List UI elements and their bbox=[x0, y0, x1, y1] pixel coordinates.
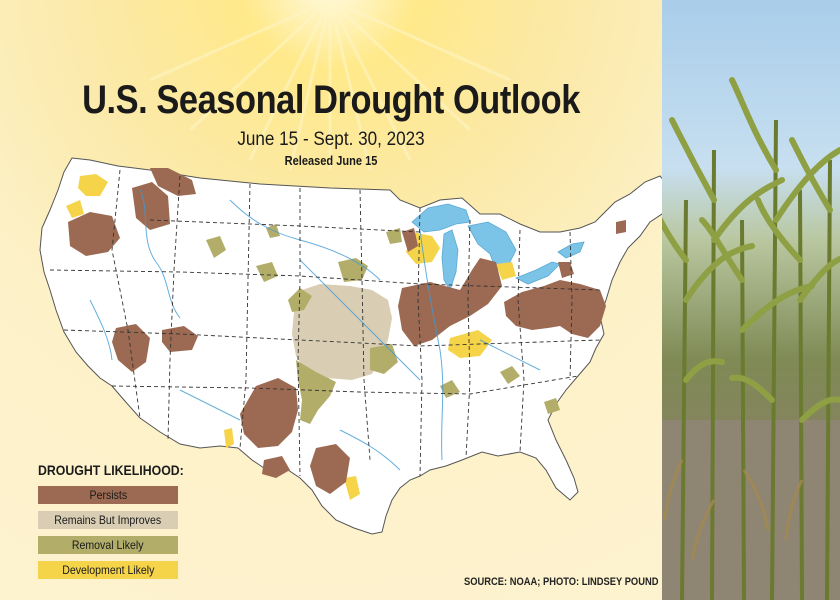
corn-stalks bbox=[662, 77, 840, 600]
improves-region bbox=[292, 284, 392, 380]
great-lakes bbox=[411, 203, 585, 291]
rivers bbox=[89, 189, 541, 471]
page-title: U.S. Seasonal Drought Outlook bbox=[82, 78, 580, 122]
state-borders bbox=[49, 169, 601, 477]
legend-item-improves: Remains But Improves bbox=[38, 511, 178, 529]
release-note: Released June 15 bbox=[284, 153, 378, 168]
us-drought-map bbox=[39, 157, 662, 535]
legend-item-development: Development Likely bbox=[38, 561, 178, 579]
corn-photo bbox=[662, 0, 840, 600]
legend-item-removal: Removal Likely bbox=[38, 536, 178, 554]
date-range: June 15 - Sept. 30, 2023 bbox=[237, 129, 425, 150]
removal-regions bbox=[206, 224, 560, 424]
persists-regions bbox=[68, 168, 626, 494]
development-regions bbox=[66, 174, 516, 500]
sun-rays bbox=[0, 0, 662, 600]
legend-title: DROUGHT LIKELIHOOD: bbox=[38, 462, 184, 478]
legend-item-persists: Persists bbox=[38, 486, 178, 504]
source-credit: SOURCE: NOAA; PHOTO: LINDSEY POUND bbox=[464, 576, 659, 588]
